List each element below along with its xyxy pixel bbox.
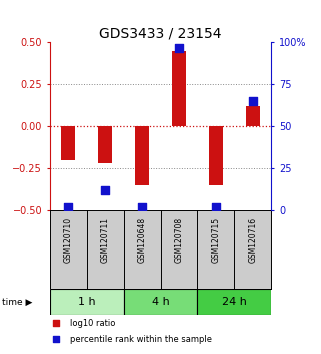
Bar (172, 51, 186, 126)
Bar (246, 106, 260, 126)
Point (54, 336, 59, 342)
Point (66, 204, 71, 210)
Text: percentile rank within the sample: percentile rank within the sample (70, 335, 212, 343)
Point (213, 204, 218, 210)
Text: GSM120715: GSM120715 (211, 217, 221, 263)
Point (54, 320, 59, 326)
Point (102, 188, 108, 193)
Text: log10 ratio: log10 ratio (70, 319, 115, 328)
Text: time ▶: time ▶ (2, 298, 32, 307)
Bar (61, 126, 75, 160)
Text: GDS3433 / 23154: GDS3433 / 23154 (99, 27, 222, 41)
Bar (124, 289, 197, 315)
Bar (135, 126, 149, 185)
Bar (50, 289, 124, 315)
Text: GSM120648: GSM120648 (137, 217, 147, 263)
Text: 1 h: 1 h (78, 297, 95, 307)
Text: 24 h: 24 h (222, 297, 247, 307)
Point (177, 45, 182, 50)
Text: GSM120711: GSM120711 (100, 217, 110, 263)
Text: GSM120708: GSM120708 (174, 217, 184, 263)
Point (140, 204, 145, 210)
Bar (98, 126, 112, 164)
Bar (197, 289, 271, 315)
Text: 4 h: 4 h (152, 297, 169, 307)
Bar (209, 126, 223, 185)
Point (250, 98, 256, 104)
Text: GSM120710: GSM120710 (64, 217, 73, 263)
Text: GSM120716: GSM120716 (248, 217, 257, 263)
